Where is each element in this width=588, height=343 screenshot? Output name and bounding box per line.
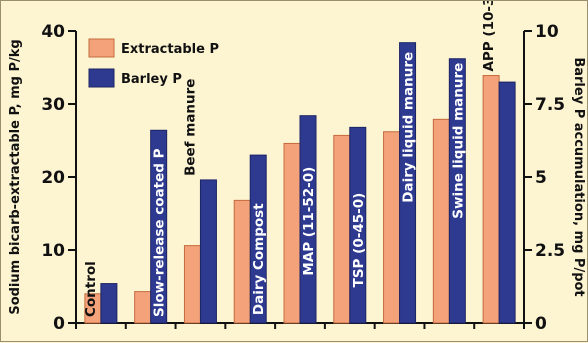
category-label: Slow-release coated P xyxy=(152,148,168,317)
category-label: MAP (11-52-0) xyxy=(301,167,317,276)
category-label: Swine liquid manure xyxy=(450,63,466,219)
legend-label: Extractable P xyxy=(121,42,219,57)
bar-barley-p xyxy=(199,179,217,324)
bar-extractable-p xyxy=(383,131,401,324)
right-tick-label: 10 xyxy=(535,22,559,42)
legend-label: Barley P xyxy=(121,72,182,87)
bar-barley-p xyxy=(498,81,516,324)
right-tick-label: 2.5 xyxy=(535,241,565,261)
right-tick-label: 0 xyxy=(535,314,547,334)
left-tick-label: 40 xyxy=(41,22,65,42)
bar-extractable-p xyxy=(283,142,301,324)
bar-extractable-p xyxy=(183,245,201,324)
bar-barley-p xyxy=(399,42,417,324)
left-tick-label: 10 xyxy=(41,241,65,261)
left-axis-title: Sodium bicarb-extractable P, mg P/kg xyxy=(8,39,23,314)
right-tick-label: 7.5 xyxy=(535,95,565,115)
left-tick-label: 0 xyxy=(53,314,65,334)
right-tick-label: 5 xyxy=(535,168,547,188)
legend-swatch xyxy=(88,68,115,88)
category-label: Dairy liquid manure xyxy=(401,52,417,203)
bar-barley-p xyxy=(448,58,466,324)
category-labels: Control Slow-release coated P Beef manure D… xyxy=(83,1,497,317)
bar-barley-p xyxy=(150,129,168,324)
bar-extractable-p xyxy=(134,291,152,324)
bar-extractable-p xyxy=(482,75,500,324)
bar-barley-p xyxy=(249,154,267,324)
category-label: TSP (0-45-0) xyxy=(351,193,367,288)
category-label: APP (10-34-0) xyxy=(481,1,497,72)
left-tick-label: 30 xyxy=(41,95,65,115)
bar-barley-p xyxy=(299,115,317,324)
legend-swatch xyxy=(88,38,115,58)
axes: 0 10 20 30 40 0 2.5 5 7.5 10 Sodium bicarb-extract… xyxy=(8,22,586,334)
bar-extractable-p xyxy=(333,134,351,324)
left-tick-label: 20 xyxy=(41,168,65,188)
category-label: Dairy Compost xyxy=(251,203,267,315)
right-axis-title: Barley P accumulation, mg P/pot xyxy=(571,57,586,296)
legend: Extractable P Barley P xyxy=(88,38,219,88)
bar-extractable-p xyxy=(432,118,450,324)
bar-barley-p xyxy=(100,283,118,324)
bar-barley-p xyxy=(349,126,367,324)
category-label: Beef manure xyxy=(182,79,198,176)
category-label: Control xyxy=(83,261,99,317)
bar-extractable-p xyxy=(233,199,251,324)
bars xyxy=(84,42,516,324)
